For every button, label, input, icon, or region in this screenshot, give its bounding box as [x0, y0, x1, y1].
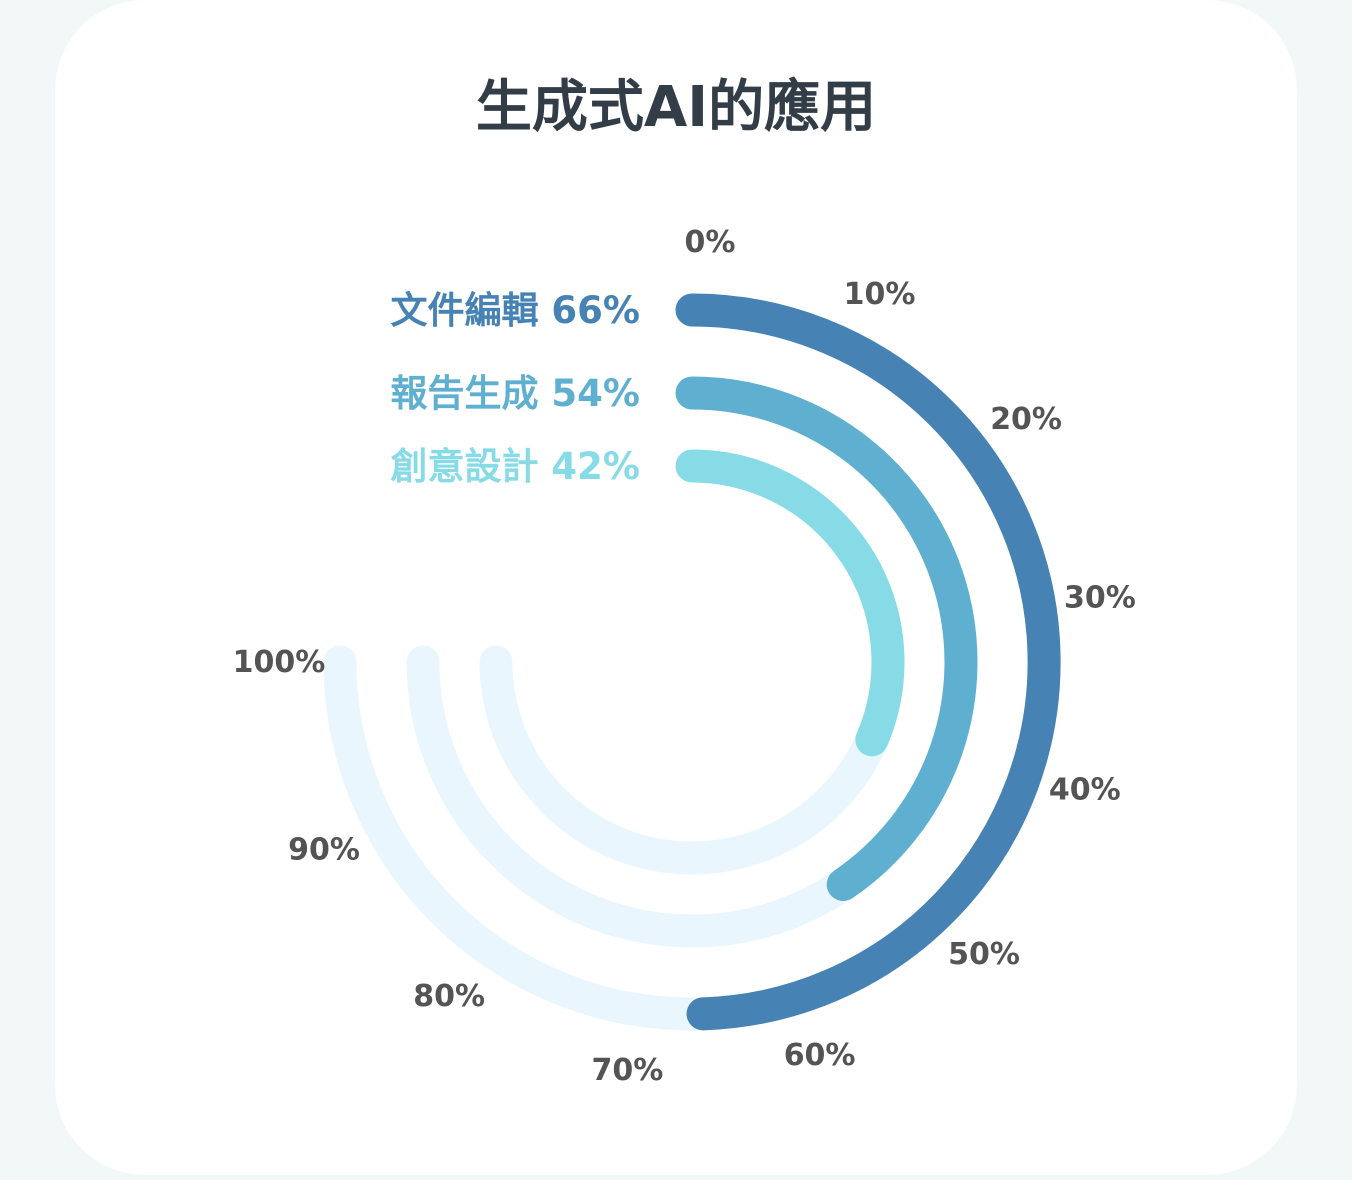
tick-label-80: 80% — [413, 979, 485, 1014]
chart-title: 生成式AI的應用 — [475, 75, 877, 140]
bar-3[interactable] — [675, 449, 905, 757]
bar-group — [675, 293, 1061, 1031]
tick-label-group: 0% 10% 20% 30% 40% 50% 60% 70% 80% 90% 100% — [233, 225, 1136, 1088]
tick-label-50: 50% — [948, 937, 1020, 972]
tick-label-90: 90% — [288, 833, 360, 868]
series-label-1: 文件編輯 66% — [391, 289, 640, 332]
bar-1[interactable] — [675, 293, 1061, 1031]
tick-label-30: 30% — [1064, 580, 1136, 615]
series-label-3: 創意設計 42% — [391, 445, 640, 488]
tick-label-10: 10% — [844, 277, 916, 312]
series-label-2: 報告生成 54% — [391, 372, 640, 415]
tick-label-0: 0% — [685, 225, 736, 260]
series-label-group: 文件編輯 66% 報告生成 54% 創意設計 42% — [391, 289, 640, 488]
tick-label-100: 100% — [233, 645, 326, 680]
tick-label-70: 70% — [591, 1053, 663, 1088]
tick-label-20: 20% — [990, 402, 1062, 437]
chart-card — [55, 0, 1297, 1175]
tick-label-40: 40% — [1049, 773, 1121, 808]
tick-label-60: 60% — [784, 1038, 856, 1073]
bar-2[interactable] — [675, 376, 978, 901]
